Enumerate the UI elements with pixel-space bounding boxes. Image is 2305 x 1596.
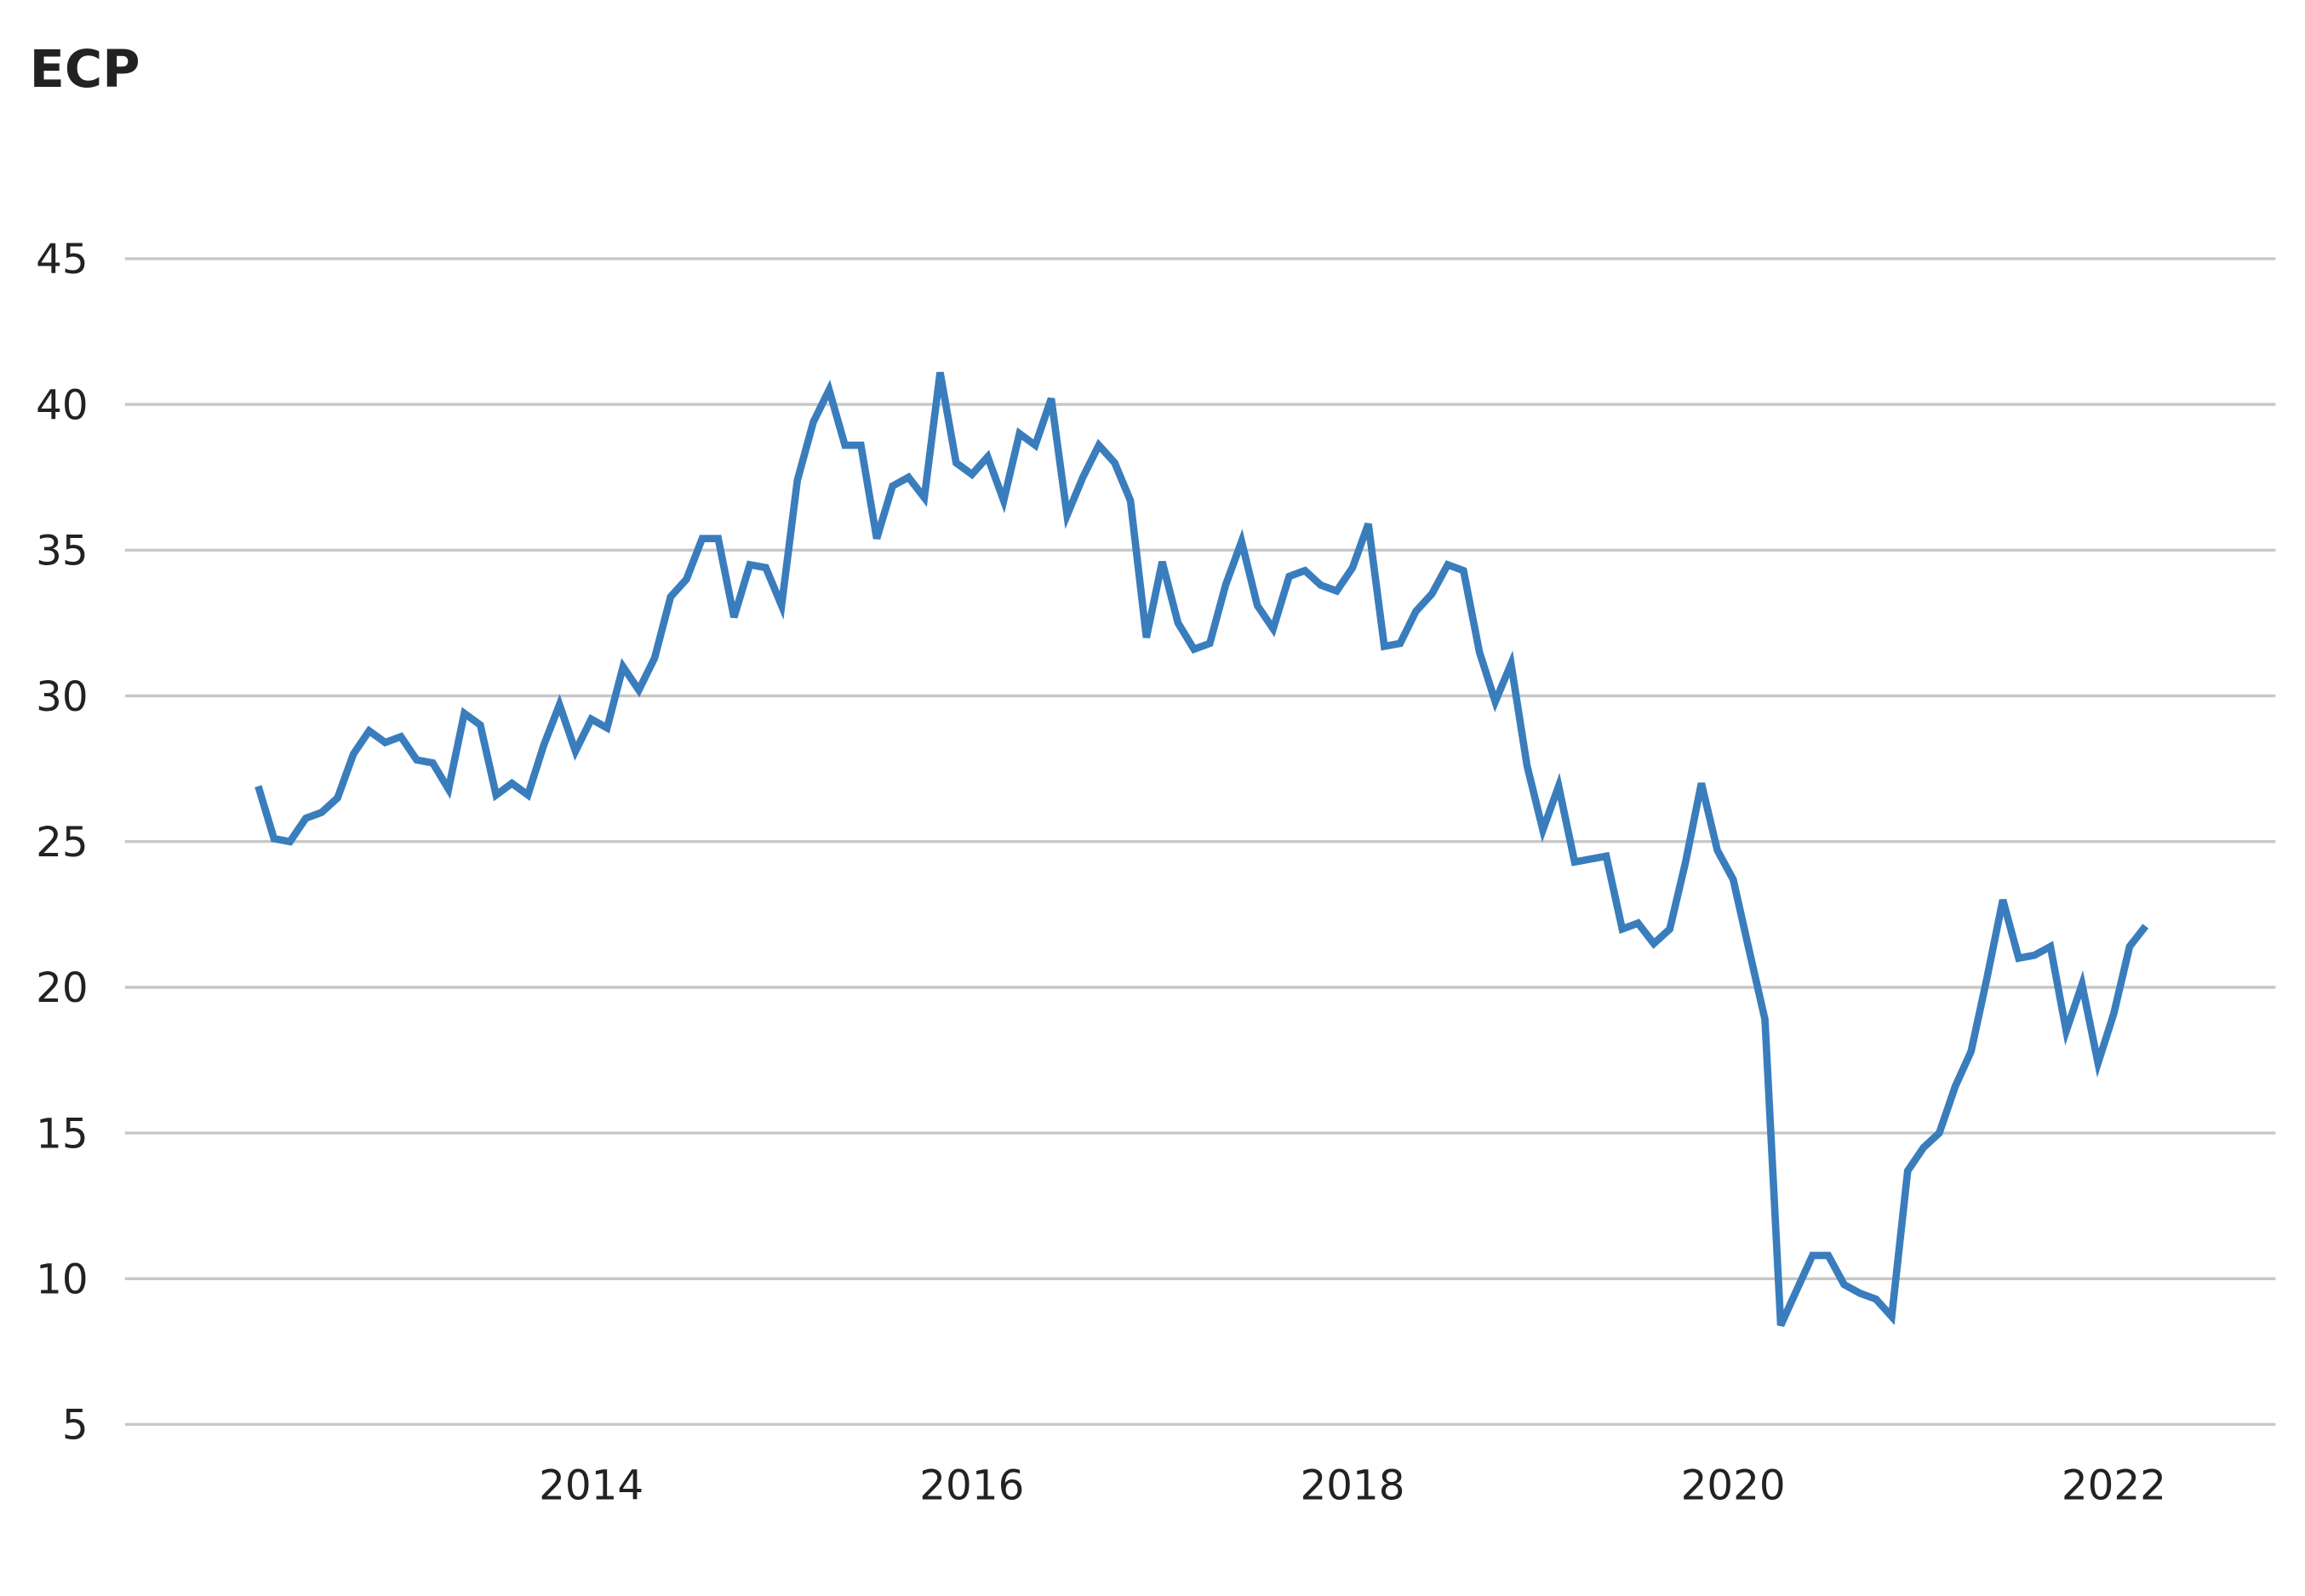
y-tick-label: 15 <box>36 1110 89 1158</box>
chart-title: ECP <box>30 40 140 100</box>
x-tick-label: 2016 <box>919 1462 1024 1510</box>
x-tick-label: 2014 <box>539 1462 643 1510</box>
y-tick-label: 25 <box>36 819 89 867</box>
y-tick-label: 35 <box>36 528 89 575</box>
y-tick-label: 20 <box>36 964 89 1012</box>
x-tick-label: 2020 <box>1681 1462 1786 1510</box>
x-tick-label: 2018 <box>1300 1462 1404 1510</box>
y-tick-label: 5 <box>62 1402 89 1450</box>
y-tick-label: 40 <box>36 381 89 429</box>
data-line <box>255 371 2149 1327</box>
x-tick-label: 2022 <box>2062 1462 2166 1510</box>
y-tick-label: 10 <box>36 1256 89 1304</box>
y-tick-label: 30 <box>36 673 89 721</box>
y-tick-label: 45 <box>36 236 89 283</box>
